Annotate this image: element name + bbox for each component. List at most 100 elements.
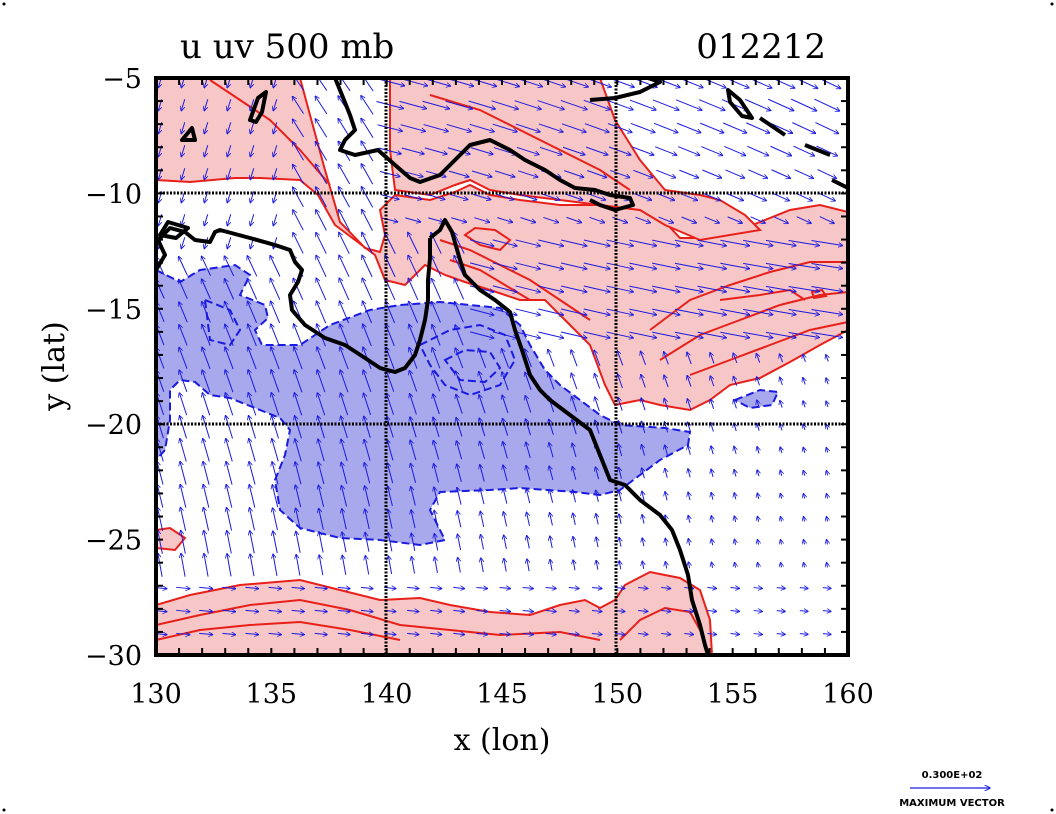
map-title: u uv 500 mb — [180, 27, 394, 67]
wind-vector-arrow — [273, 214, 278, 225]
wind-vector-arrow — [687, 352, 692, 365]
wind-vector-arrow — [156, 587, 167, 588]
wind-vector-arrow — [827, 563, 828, 568]
wind-vector-arrow — [292, 119, 304, 138]
wind-vector-arrow — [743, 308, 773, 314]
wind-vector-arrow — [365, 486, 370, 507]
wind-vector-arrow — [634, 193, 651, 201]
wind-vector-arrow — [788, 308, 820, 314]
wind-vector-arrow — [710, 353, 715, 364]
corner-dot-bottom-left — [2, 808, 6, 812]
wind-vector-arrow — [720, 262, 749, 268]
wind-vector-arrow — [726, 192, 744, 200]
wind-vector-arrow — [538, 262, 563, 269]
wind-vector-arrow — [360, 587, 373, 588]
wind-vector-arrow — [826, 401, 828, 408]
wind-vector-arrow — [445, 100, 473, 109]
wind-vector-arrow — [537, 100, 565, 110]
wind-vector-arrow — [227, 168, 232, 179]
wind-vector-arrow — [803, 517, 804, 522]
wind-vector-arrow — [376, 101, 403, 109]
wind-vector-arrow — [811, 286, 842, 292]
wind-vector-arrow — [362, 209, 373, 231]
wind-vector-arrow — [407, 633, 419, 634]
coastline-island-1 — [248, 90, 268, 124]
wind-vector-arrow — [619, 537, 621, 547]
wind-vector-arrow — [756, 353, 759, 363]
wind-vector-arrow — [664, 352, 669, 365]
wind-vector-arrow — [338, 78, 351, 92]
wind-vector-arrow — [591, 587, 602, 588]
wind-vector-arrow — [227, 531, 232, 554]
wind-vector-arrow — [318, 416, 325, 439]
wind-vector-arrow — [338, 164, 351, 185]
wind-vector-arrow — [596, 514, 598, 525]
wind-vector-arrow — [227, 122, 232, 133]
wind-vector-arrow — [502, 418, 509, 436]
wind-vector-arrow — [822, 588, 831, 589]
wind-vector-arrow — [428, 217, 443, 222]
wind-vector-arrow — [226, 484, 233, 508]
wind-vector-arrow — [180, 461, 187, 485]
wind-vector-arrow — [341, 485, 348, 507]
wind-vector-arrow — [811, 240, 842, 246]
wind-vector-arrow — [248, 416, 256, 439]
wind-vector-arrow — [747, 145, 768, 155]
wind-vector-arrow — [734, 446, 736, 454]
wind-vector-arrow — [679, 169, 698, 178]
wind-vector-arrow — [520, 217, 535, 223]
wind-vector-arrow — [202, 370, 211, 393]
wind-vector-arrow — [179, 279, 188, 300]
wind-vector-arrow — [583, 239, 610, 246]
wind-vector-arrow — [295, 485, 302, 508]
wind-vector-arrow — [364, 439, 371, 461]
wind-vector-arrow — [595, 397, 600, 412]
coastline-gulf-west — [156, 226, 432, 374]
wind-vector-arrow — [431, 278, 442, 300]
wind-vector-arrow — [318, 485, 325, 507]
wind-vector-arrow — [476, 633, 487, 634]
wind-vector-arrow — [385, 255, 396, 278]
wind-vector-arrow — [697, 285, 727, 292]
wind-vector-arrow — [273, 531, 278, 554]
negative-region-main — [156, 263, 692, 547]
coastline-island-3 — [180, 126, 197, 142]
wind-vector-arrow — [454, 232, 465, 254]
wind-vector-arrow — [687, 422, 690, 433]
wind-vector-arrow — [788, 285, 820, 291]
wind-vector-arrow — [573, 513, 576, 525]
wind-vector-arrow — [788, 331, 820, 337]
wind-vector-arrow — [199, 633, 212, 634]
wind-vector-arrow — [339, 278, 350, 301]
wind-vector-arrow — [631, 146, 654, 155]
wind-vector-arrow — [734, 516, 735, 523]
coastline-island-east — [726, 88, 754, 120]
wind-vector-arrow — [814, 98, 839, 111]
wind-vector-arrow — [453, 587, 464, 588]
contour-south-2 — [156, 620, 401, 641]
wind-vector-arrow — [822, 611, 831, 612]
wind-vector-arrow — [539, 146, 562, 154]
wind-vector-arrow — [563, 170, 584, 178]
wind-vector-arrow — [606, 331, 634, 338]
wind-vector-arrow — [433, 440, 440, 460]
wind-vector-arrow — [606, 99, 633, 110]
wind-vector-arrow — [768, 98, 794, 110]
wind-vector-arrow — [522, 610, 534, 611]
vector-key-magnitude: 0.300E+02 — [922, 770, 983, 781]
wind-vector-arrow — [674, 285, 703, 292]
wind-vector-arrow — [753, 588, 763, 589]
wind-vector-arrow — [633, 169, 652, 177]
wind-vector-arrow — [432, 301, 441, 323]
wind-vector-arrow — [424, 147, 447, 154]
wind-vector-arrow — [642, 514, 644, 524]
wind-vector-arrow — [457, 534, 462, 551]
wind-vector-arrow — [572, 420, 577, 435]
wind-vector-arrow — [342, 555, 347, 575]
coastline-solomons-3 — [831, 178, 848, 190]
wind-vector-arrow — [711, 516, 712, 523]
wind-vector-arrow — [295, 416, 302, 439]
wind-vector-arrow — [293, 210, 304, 231]
wind-vector-arrow — [273, 99, 278, 110]
